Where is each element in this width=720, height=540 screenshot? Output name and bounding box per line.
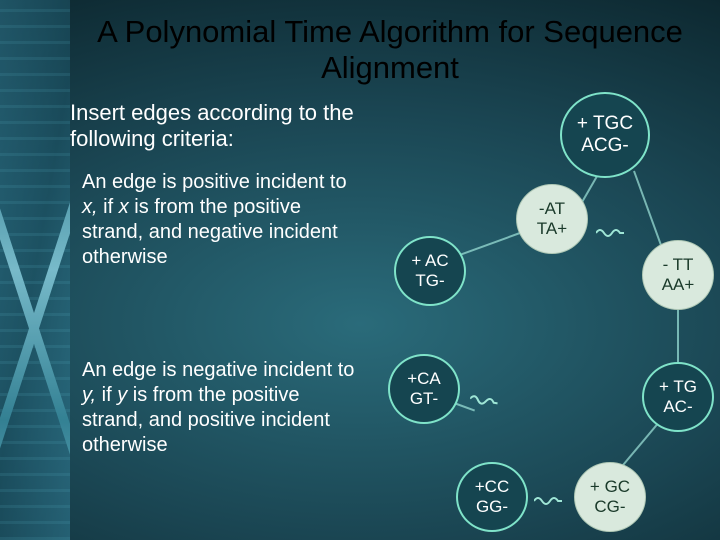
node-tg: + TG AC- <box>642 362 714 432</box>
p1-a: An edge is positive incident to <box>82 171 347 193</box>
edge-tt-tg <box>677 309 679 369</box>
node-tt: - TT AA+ <box>642 240 714 310</box>
node-ac: + AC TG- <box>394 236 466 306</box>
p1-x: x, <box>82 196 98 218</box>
node-tgc: + TGC ACG- <box>560 92 650 178</box>
node-cc: +CC GG- <box>456 462 528 532</box>
squiggle-at-tt <box>596 226 624 238</box>
node-ca: +CA GT- <box>388 354 460 424</box>
node-at: -AT TA+ <box>516 184 588 254</box>
p2-a: An edge is negative incident to <box>82 359 354 381</box>
p1-x2: x <box>119 196 129 218</box>
p2-y2: y <box>117 384 127 406</box>
criterion-1-text: An edge is positive incident to x, if x … <box>82 170 362 270</box>
slide-title: A Polynomial Time Algorithm for Sequence… <box>80 14 700 85</box>
p2-b: if <box>96 384 117 406</box>
slide-subtitle: Insert edges according to the following … <box>70 100 390 153</box>
dna-helix-decoration <box>0 0 70 540</box>
squiggle-ca-tg <box>469 392 499 409</box>
squiggle-cc-gc <box>534 494 562 506</box>
criterion-2-text: An edge is negative incident to y, if y … <box>82 358 362 458</box>
p2-y: y, <box>82 384 96 406</box>
node-gc: + GC CG- <box>574 462 646 532</box>
p1-b: if <box>98 196 119 218</box>
